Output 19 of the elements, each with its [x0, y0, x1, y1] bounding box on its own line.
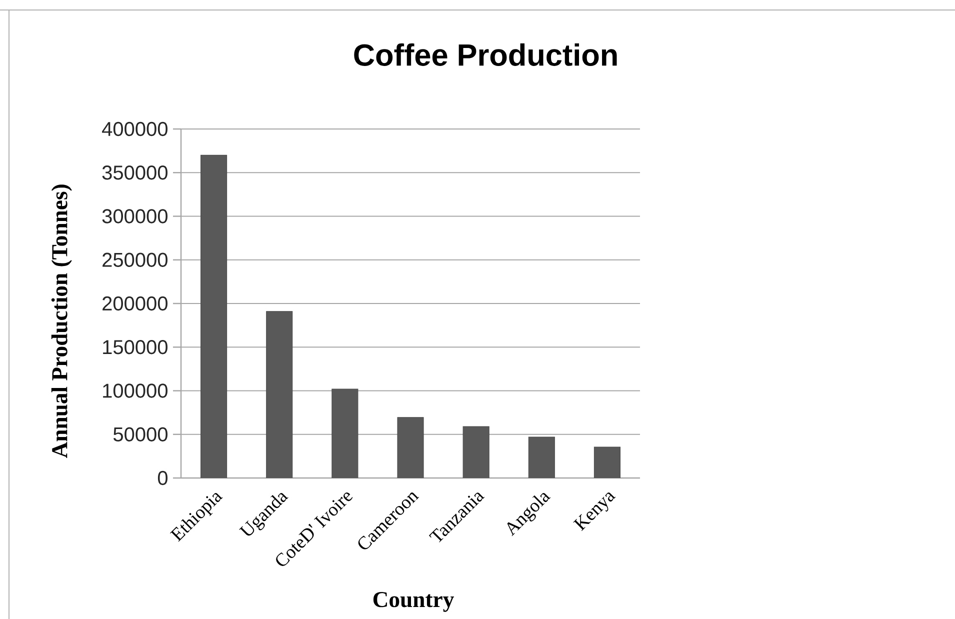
- bar: [332, 388, 358, 478]
- y-axis-title: Annual Production (Tonnes): [51, 184, 72, 458]
- bar: [528, 436, 555, 478]
- y-tick-label: 100000: [103, 384, 168, 398]
- y-tick-label: 150000: [103, 340, 168, 354]
- y-tick-label: 300000: [102, 209, 168, 224]
- bar: [594, 446, 620, 478]
- y-tick-label: 0: [158, 470, 168, 486]
- bar: [397, 417, 424, 478]
- chart-title: Coffee Production: [354, 43, 617, 66]
- x-axis-title: Country: [373, 592, 454, 612]
- y-tick-label: 250000: [102, 252, 168, 267]
- bar: [462, 426, 490, 478]
- bar: [266, 311, 293, 478]
- bar: [200, 154, 228, 478]
- y-tick-label: 50000: [113, 427, 168, 442]
- y-tick-label: 200000: [102, 296, 168, 311]
- y-tick-label: 400000: [102, 122, 168, 136]
- y-tick-label: 350000: [102, 166, 168, 180]
